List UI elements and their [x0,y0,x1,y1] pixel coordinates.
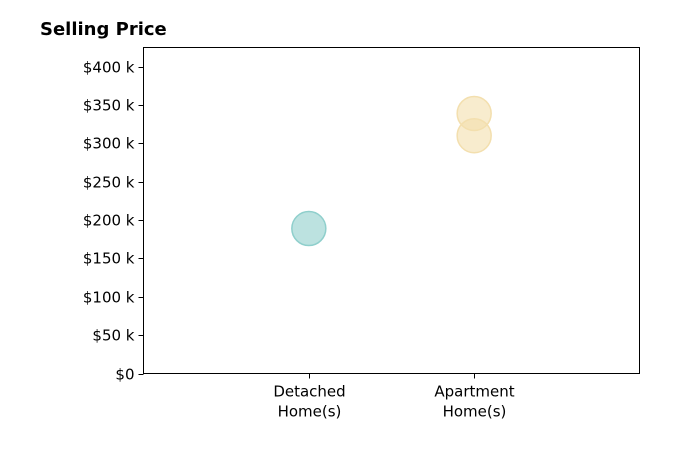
x-tick-label: Detached Home(s) [273,383,345,421]
x-axis: Detached Home(s) Apartment Home(s) [273,373,515,421]
y-tick-label: $400 k [83,59,135,77]
y-tick-label: $300 k [83,135,135,153]
data-point [291,210,327,247]
y-tick-label: $100 k [83,289,135,307]
y-tick-label: $50 k [92,327,134,345]
y-tick-label: $250 k [83,174,135,192]
y-axis: $0 $50 k $100 k $150 k $200 k $250 k $300 k $35… [83,59,144,384]
y-tick-label: $0 [115,366,134,384]
y-tick-label: $150 k [83,250,135,268]
chart-title: Selling Price [40,19,167,40]
x-tick-label: Apartment Home(s) [434,383,514,421]
y-tick-label: $200 k [83,212,135,230]
y-tick-label: $350 k [83,97,135,115]
plot-area-frame [143,47,640,374]
data-point [456,117,492,154]
data-points [291,95,492,247]
